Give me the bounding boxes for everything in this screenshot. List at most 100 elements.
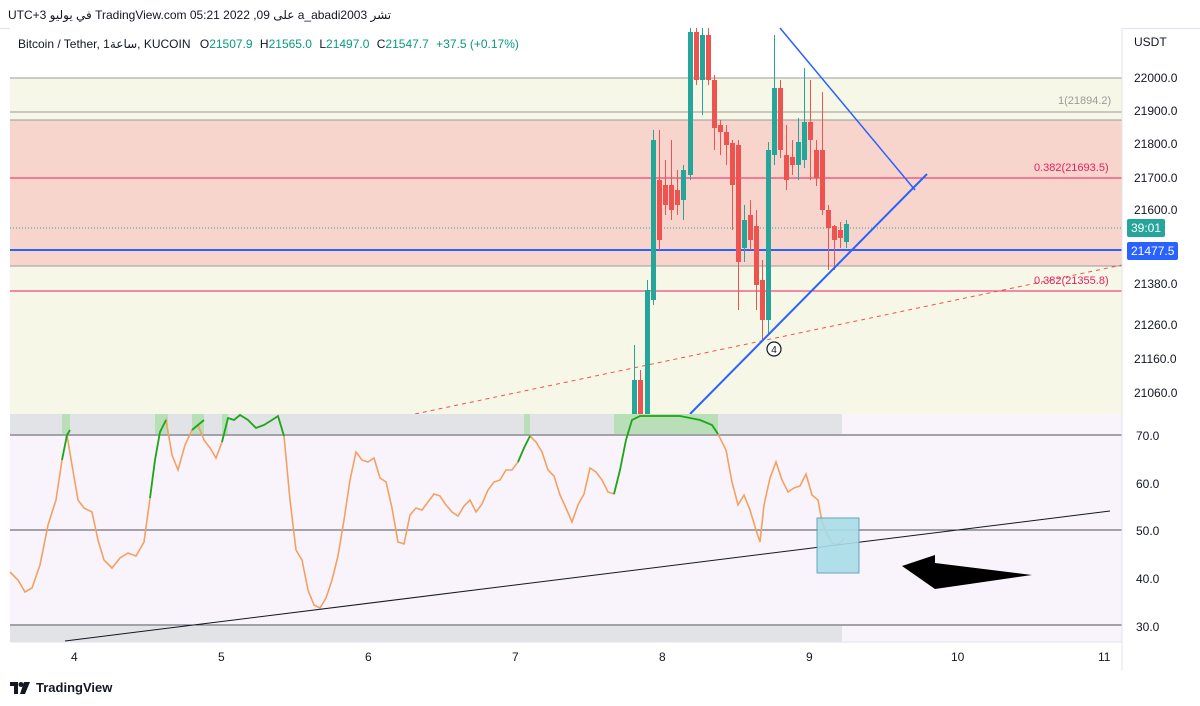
candle-body [645, 290, 650, 414]
high-value: 21565.0 [268, 37, 312, 51]
stoch-overbought-segments [61, 413, 719, 499]
price-tick: 21900.0 [1134, 104, 1178, 118]
time-tick: 5 [218, 650, 225, 664]
time-tick: 11 [1098, 650, 1111, 664]
symbol-name: Bitcoin / Tether, 1ساعة, KUCOIN [18, 37, 191, 51]
candle-body [772, 88, 777, 155]
candle-body [669, 185, 674, 210]
candle-body [814, 150, 819, 178]
indicator-pane-bg [10, 414, 1122, 642]
time-tick: 7 [512, 650, 519, 664]
low-label: L [319, 37, 327, 51]
open-value: 21507.9 [209, 37, 253, 51]
candle-body [638, 380, 643, 414]
candle-body [730, 143, 735, 185]
low-value: 21497.0 [326, 37, 370, 51]
candle-body [766, 150, 771, 320]
triangle-upper-line [779, 27, 916, 191]
red-dashed-trendline [414, 264, 1123, 415]
candle-body [694, 32, 699, 80]
stoch-overbought-segment [613, 415, 719, 495]
countdown-tag: 39:01 [1127, 219, 1166, 237]
price-tick: 22000.0 [1134, 71, 1178, 85]
candle-body [760, 280, 765, 320]
wave-marker-circle [766, 341, 782, 357]
price-tick: 21700.0 [1134, 171, 1178, 185]
candle-body [657, 180, 662, 240]
time-tick: 9 [806, 650, 813, 664]
candle-body [681, 170, 686, 200]
tradingview-brand: TradingView [36, 680, 113, 695]
change-value: +37.5 (+0.17%) [436, 37, 519, 51]
candle-body [832, 226, 837, 240]
candle-body [712, 80, 717, 128]
candle-body [700, 35, 705, 80]
fib-label-0382-upper: 0.382(21693.5) [1034, 162, 1109, 174]
indicator-support-trendline [64, 510, 1111, 642]
black-arrow-annotation [902, 555, 1032, 589]
candles-group [632, 28, 849, 414]
price-axis-currency: USDT [1134, 35, 1167, 49]
time-tick: 6 [365, 650, 372, 664]
candle-body [802, 122, 807, 160]
candle-body [796, 142, 801, 165]
candle-body [718, 125, 723, 132]
fib-label-0382-lower: 0.382(21355.8) [1034, 275, 1109, 287]
candle-body [736, 145, 741, 262]
candle-body [790, 157, 795, 165]
candle-body [826, 210, 831, 228]
indicator-tick: 60.0 [1136, 477, 1160, 491]
price-tick: 21060.0 [1134, 386, 1178, 400]
high-label: H [259, 37, 269, 51]
candle-body [808, 122, 813, 140]
candle-body [844, 224, 849, 242]
candle-body [663, 185, 668, 205]
overbought-zone [524, 414, 530, 434]
publish-info: تشر a_abadi2003 على TradingView.com 05:2… [8, 8, 392, 22]
triangle-lower-line [689, 173, 928, 415]
candle-body [724, 132, 729, 145]
candle-body [651, 140, 656, 300]
overbought-zone [155, 414, 168, 434]
stoch-overbought-segment [149, 419, 167, 499]
time-tick: 8 [659, 650, 666, 664]
indicator-bottom-band [10, 626, 842, 642]
time-tick: 10 [951, 650, 965, 664]
close-value: 21547.7 [385, 37, 429, 51]
stoch-overbought-segment [517, 435, 531, 463]
candle-body [742, 220, 747, 248]
symbol-legend: Bitcoin / Tether, 1ساعة, KUCOIN O21507.9… [18, 37, 519, 51]
close-label: C [376, 37, 386, 51]
candle-body [820, 150, 825, 210]
tradingview-logo-icon [10, 681, 30, 694]
fib-label-1: 1(21894.2) [1058, 95, 1112, 107]
footer-branding[interactable]: TradingView [10, 680, 112, 695]
stoch-overbought-segment [191, 419, 205, 431]
candle-body [632, 380, 637, 414]
price-tick: 21600.0 [1134, 203, 1178, 217]
candle-body [754, 226, 759, 285]
current-price-tag: 21477.5 [1127, 242, 1179, 260]
indicator-highlight-box [816, 517, 860, 574]
fib-zone-red [10, 120, 1122, 266]
price-tick: 21160.0 [1134, 352, 1177, 366]
stoch-overbought-segment [61, 429, 71, 461]
indicator-tick: 50.0 [1136, 524, 1160, 538]
price-tick: 21380.0 [1134, 277, 1178, 291]
stoch-overbought-segment [221, 413, 285, 443]
candle-body [784, 155, 789, 180]
indicator-tick: 40.0 [1136, 572, 1160, 586]
candle-body [706, 35, 711, 80]
overbought-zone [222, 414, 228, 434]
candle-body [675, 190, 680, 205]
price-tick: 21800.0 [1134, 137, 1178, 151]
open-label: O [199, 37, 210, 51]
candle-body [838, 230, 843, 238]
publish-header: تشر a_abadi2003 على TradingView.com 05:2… [0, 0, 1200, 29]
indicator-tick: 70.0 [1136, 429, 1160, 443]
wave-marker-label: 4 [771, 345, 777, 356]
price-tick: 21260.0 [1134, 318, 1178, 332]
candle-body [688, 32, 693, 175]
